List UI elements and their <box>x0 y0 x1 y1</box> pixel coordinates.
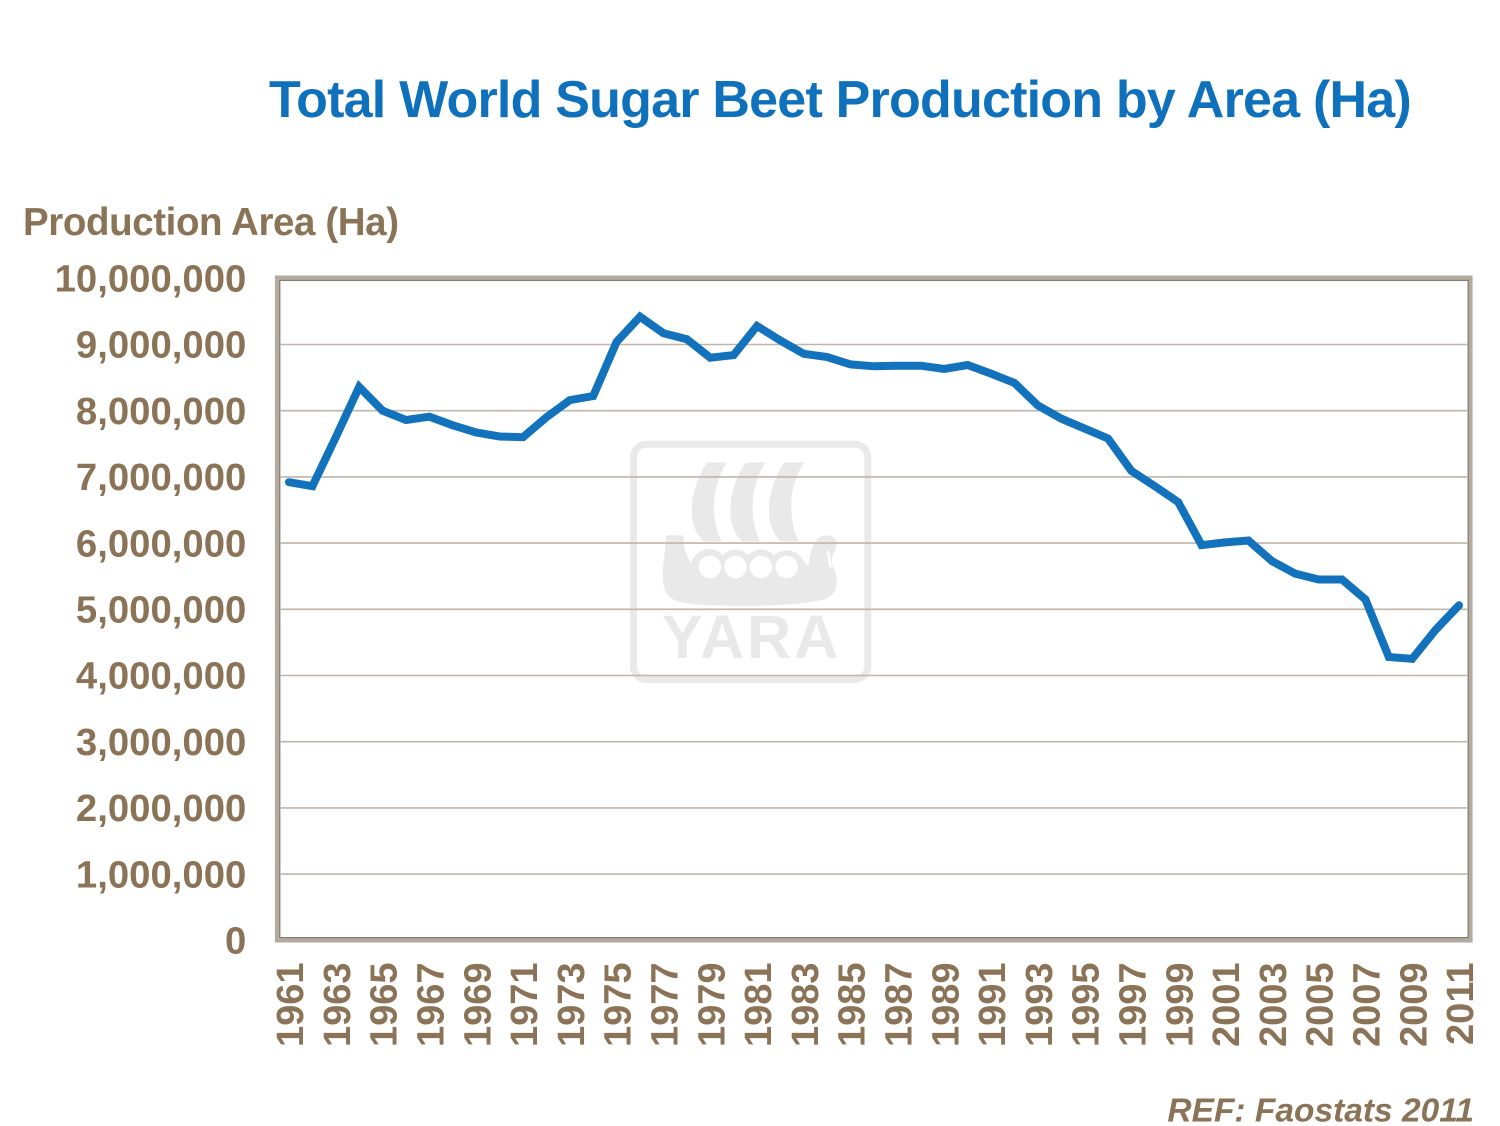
svg-text:1995: 1995 <box>1066 963 1108 1048</box>
svg-text:2005: 2005 <box>1300 963 1342 1048</box>
svg-text:1963: 1963 <box>317 963 359 1048</box>
svg-text:2,000,000: 2,000,000 <box>76 787 246 830</box>
svg-text:4,000,000: 4,000,000 <box>76 655 246 698</box>
svg-text:1971: 1971 <box>504 963 546 1048</box>
svg-text:0: 0 <box>225 920 246 963</box>
svg-text:1983: 1983 <box>785 963 827 1048</box>
svg-text:1985: 1985 <box>832 963 874 1048</box>
svg-text:1961: 1961 <box>270 963 312 1048</box>
svg-text:2001: 2001 <box>1206 963 1248 1048</box>
svg-text:1,000,000: 1,000,000 <box>76 853 246 896</box>
svg-text:1989: 1989 <box>925 963 967 1048</box>
svg-text:1977: 1977 <box>645 963 687 1048</box>
svg-text:1975: 1975 <box>598 963 640 1048</box>
svg-text:1967: 1967 <box>411 963 453 1048</box>
svg-text:1997: 1997 <box>1113 963 1155 1048</box>
svg-text:9,000,000: 9,000,000 <box>76 324 246 367</box>
svg-text:10,000,000: 10,000,000 <box>55 258 247 301</box>
svg-text:2009: 2009 <box>1393 963 1435 1048</box>
svg-text:REF: Faostats 2011: REF: Faostats 2011 <box>1167 1093 1474 1126</box>
svg-text:7,000,000: 7,000,000 <box>76 456 246 499</box>
svg-text:3,000,000: 3,000,000 <box>76 721 246 764</box>
svg-text:1987: 1987 <box>879 963 921 1048</box>
svg-text:Production Area (Ha): Production Area (Ha) <box>23 201 399 244</box>
svg-text:YARA: YARA <box>662 603 841 671</box>
svg-text:1993: 1993 <box>1019 963 1061 1048</box>
svg-text:1965: 1965 <box>364 963 406 1048</box>
svg-text:5,000,000: 5,000,000 <box>76 589 246 632</box>
svg-text:1999: 1999 <box>1159 963 1201 1048</box>
svg-text:2011: 2011 <box>1440 963 1482 1045</box>
svg-text:1981: 1981 <box>738 963 780 1048</box>
svg-text:2007: 2007 <box>1347 963 1389 1048</box>
svg-text:8,000,000: 8,000,000 <box>76 390 246 433</box>
svg-text:6,000,000: 6,000,000 <box>76 522 246 565</box>
svg-text:Total World Sugar Beet Product: Total World Sugar Beet Production by Are… <box>269 71 1411 129</box>
svg-text:1969: 1969 <box>457 963 499 1048</box>
svg-text:1973: 1973 <box>551 963 593 1048</box>
svg-text:2003: 2003 <box>1253 963 1295 1048</box>
svg-text:1979: 1979 <box>691 963 733 1048</box>
svg-text:1991: 1991 <box>972 963 1014 1048</box>
